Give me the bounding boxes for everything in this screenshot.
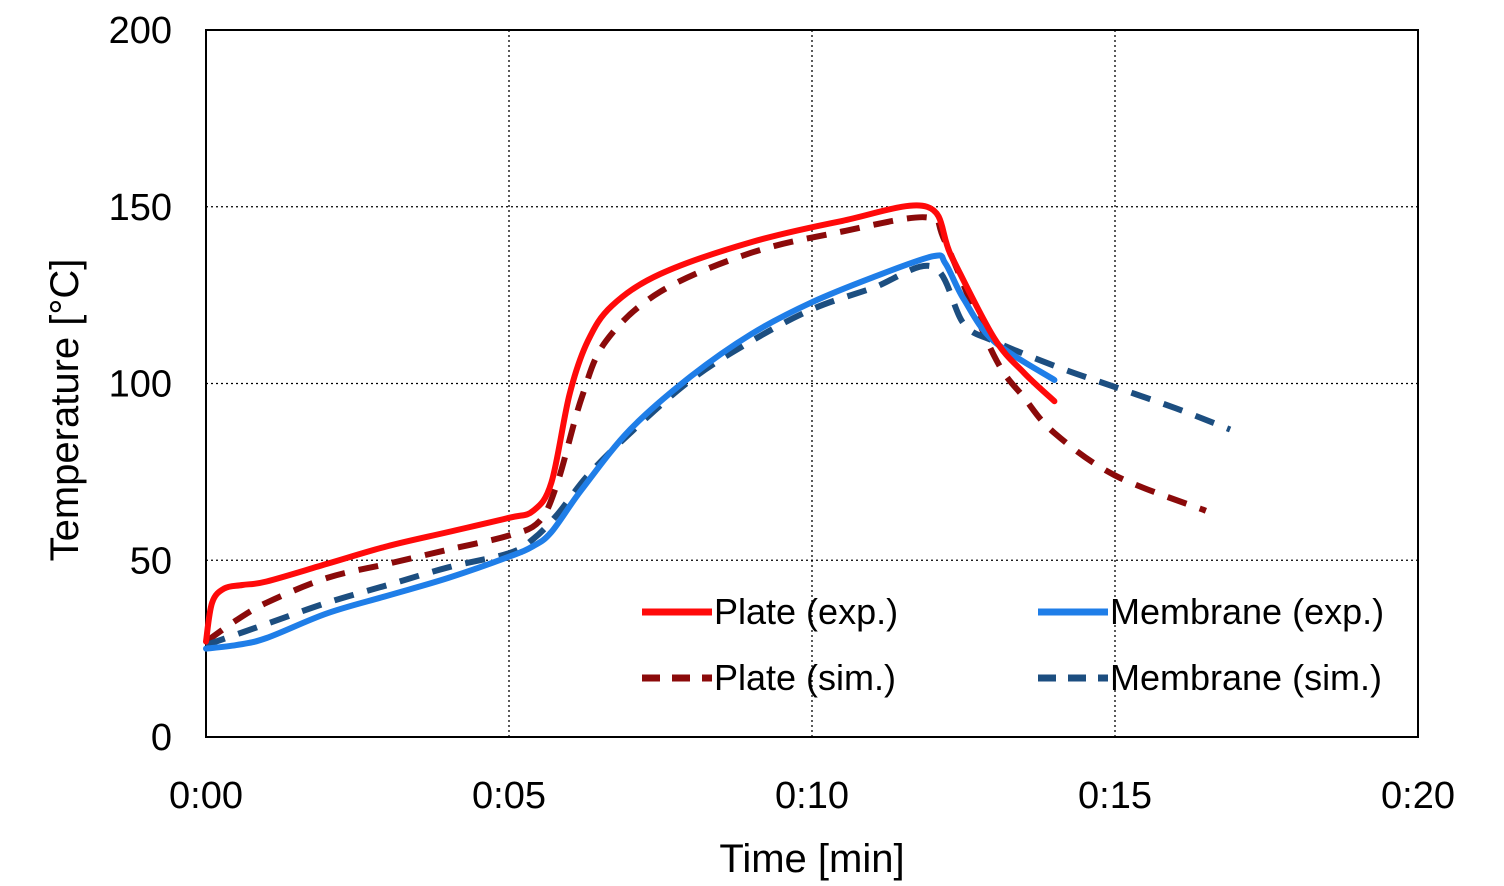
legend-label: Membrane (exp.) <box>1110 591 1384 632</box>
y-axis-title: Temperature [°C] <box>43 259 87 562</box>
y-tick-label: 50 <box>130 540 172 582</box>
legend-label: Membrane (sim.) <box>1110 657 1382 698</box>
y-tick-label: 150 <box>109 187 172 229</box>
y-tick-label: 0 <box>151 717 172 759</box>
legend-label: Plate (exp.) <box>714 591 898 632</box>
x-tick-label: 0:00 <box>169 775 243 817</box>
legend-label: Plate (sim.) <box>714 657 896 698</box>
x-tick-label: 0:10 <box>775 775 849 817</box>
x-tick-labels: 0:00 0:05 0:10 0:15 0:20 <box>169 775 1455 817</box>
series-line-0 <box>203 202 1058 645</box>
legend: Plate (exp.) Membrane (exp.) Plate (sim.) M… <box>642 591 1384 698</box>
series-group <box>203 202 1232 652</box>
x-tick-label: 0:05 <box>472 775 546 817</box>
y-tick-label: 100 <box>109 364 172 406</box>
x-tick-label: 0:15 <box>1078 775 1152 817</box>
x-axis-title: Time [min] <box>719 837 904 881</box>
y-tick-labels: 0 50 100 150 200 <box>109 10 172 759</box>
y-tick-label: 200 <box>109 10 172 52</box>
series-line-1 <box>204 214 1207 645</box>
series-line-3 <box>205 262 1232 648</box>
plot-area-border <box>205 29 1419 738</box>
series-line-2 <box>203 252 1058 652</box>
x-tick-label: 0:20 <box>1381 775 1455 817</box>
